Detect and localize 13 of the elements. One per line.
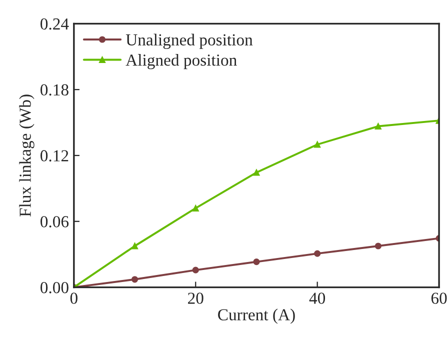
y-tick-label: 0.00 bbox=[40, 282, 68, 294]
y-tick-label: 0.18 bbox=[40, 84, 68, 96]
x-tick-label: 0 bbox=[70, 292, 78, 304]
y-tick-label: 0.06 bbox=[40, 216, 69, 228]
x-tick-label: 40 bbox=[309, 292, 326, 304]
y-tick-label: 0.12 bbox=[40, 150, 68, 162]
y-axis-title: Flux linkage (Wb) bbox=[19, 94, 34, 217]
y-tick-label: 0.24 bbox=[40, 18, 69, 30]
x-tick-label: 60 bbox=[431, 292, 447, 304]
legend-label: Aligned position bbox=[126, 54, 237, 70]
legend-label: Unaligned position bbox=[126, 34, 253, 49]
x-tick-label: 20 bbox=[188, 292, 204, 304]
x-axis-title: Current (A) bbox=[218, 308, 295, 324]
